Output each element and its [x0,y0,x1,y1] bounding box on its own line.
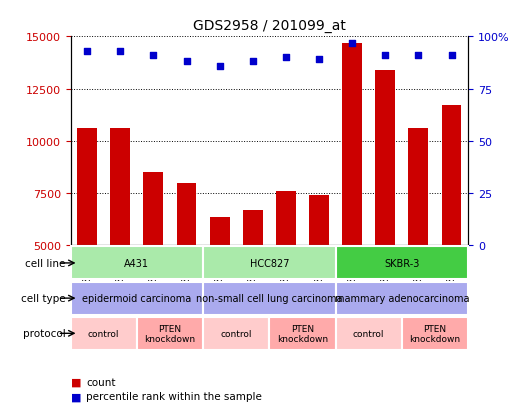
Text: cell line: cell line [25,258,65,268]
Text: SKBR-3: SKBR-3 [384,258,419,268]
Point [149,52,157,59]
Bar [210,218,230,246]
Point [447,52,456,59]
Point [248,59,257,66]
FancyBboxPatch shape [71,282,203,315]
Point [183,59,191,66]
Point [348,40,356,47]
Text: ■: ■ [71,392,81,401]
FancyBboxPatch shape [203,282,336,315]
Bar [441,106,461,246]
Text: percentile rank within the sample: percentile rank within the sample [86,392,262,401]
Text: PTEN
knockdown: PTEN knockdown [410,324,461,343]
Bar [342,43,362,246]
FancyBboxPatch shape [71,247,203,280]
Bar [143,173,163,246]
Text: mammary adenocarcinoma: mammary adenocarcinoma [335,293,469,304]
Text: epidermoid carcinoma: epidermoid carcinoma [82,293,191,304]
Text: HCC827: HCC827 [249,258,289,268]
Point [315,57,323,64]
FancyBboxPatch shape [336,247,468,280]
Text: non-small cell lung carcinoma: non-small cell lung carcinoma [196,293,343,304]
FancyBboxPatch shape [336,317,402,350]
FancyBboxPatch shape [137,317,203,350]
Point [414,52,423,59]
Text: count: count [86,377,116,387]
Text: control: control [353,329,384,338]
FancyBboxPatch shape [336,282,468,315]
FancyBboxPatch shape [269,317,336,350]
Bar [177,183,197,246]
FancyBboxPatch shape [71,317,137,350]
Bar [309,196,329,246]
Bar [276,192,296,246]
Point [83,48,92,55]
Text: protocol: protocol [22,328,65,339]
Point [215,63,224,70]
Text: PTEN
knockdown: PTEN knockdown [144,324,196,343]
Bar [376,71,395,246]
Bar [110,129,130,246]
FancyBboxPatch shape [203,317,269,350]
Bar [408,129,428,246]
FancyBboxPatch shape [402,317,468,350]
Title: GDS2958 / 201099_at: GDS2958 / 201099_at [193,19,346,33]
Text: ■: ■ [71,377,81,387]
Bar [243,210,263,246]
Point [381,52,390,59]
Point [116,48,124,55]
Bar [77,129,97,246]
Text: control: control [88,329,119,338]
Text: cell type: cell type [21,293,65,304]
Text: PTEN
knockdown: PTEN knockdown [277,324,328,343]
Point [282,55,290,61]
FancyBboxPatch shape [203,247,336,280]
Text: control: control [221,329,252,338]
Text: A431: A431 [124,258,150,268]
